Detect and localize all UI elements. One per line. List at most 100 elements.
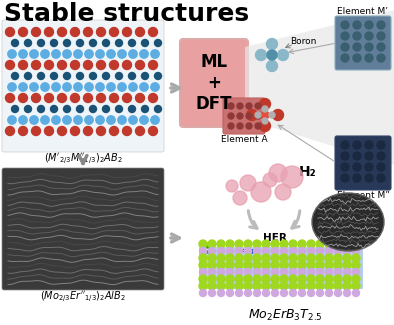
Circle shape: [236, 290, 242, 296]
Circle shape: [107, 83, 115, 91]
Circle shape: [353, 174, 361, 182]
Circle shape: [280, 282, 288, 290]
Circle shape: [271, 248, 279, 254]
Circle shape: [271, 261, 279, 269]
Circle shape: [263, 173, 277, 187]
Circle shape: [271, 275, 279, 283]
Circle shape: [353, 43, 361, 51]
Circle shape: [24, 106, 32, 112]
Circle shape: [227, 248, 234, 254]
Circle shape: [255, 103, 261, 109]
Text: F: F: [229, 249, 233, 255]
FancyBboxPatch shape: [199, 247, 363, 289]
Circle shape: [217, 261, 225, 269]
Circle shape: [226, 254, 234, 262]
Circle shape: [244, 282, 252, 290]
Circle shape: [32, 60, 41, 70]
Circle shape: [199, 290, 206, 296]
Circle shape: [30, 83, 38, 91]
Circle shape: [262, 254, 270, 262]
FancyBboxPatch shape: [2, 168, 164, 290]
Circle shape: [50, 106, 58, 112]
Circle shape: [353, 163, 361, 171]
Polygon shape: [245, 10, 394, 165]
Circle shape: [110, 126, 119, 136]
Circle shape: [353, 21, 361, 29]
FancyBboxPatch shape: [223, 98, 265, 134]
Circle shape: [217, 254, 225, 262]
Circle shape: [6, 126, 15, 136]
Circle shape: [208, 268, 216, 276]
Circle shape: [6, 94, 15, 102]
Circle shape: [118, 116, 126, 124]
Circle shape: [136, 126, 145, 136]
Circle shape: [74, 83, 82, 91]
Circle shape: [123, 126, 132, 136]
Circle shape: [275, 184, 291, 200]
Circle shape: [262, 106, 268, 112]
Circle shape: [352, 261, 360, 269]
Circle shape: [136, 94, 145, 102]
Circle shape: [262, 118, 268, 124]
Circle shape: [307, 240, 315, 248]
Circle shape: [141, 72, 149, 80]
Circle shape: [41, 50, 49, 58]
Circle shape: [199, 261, 207, 269]
Circle shape: [6, 60, 15, 70]
Text: Cl: Cl: [204, 243, 212, 253]
Circle shape: [269, 164, 287, 182]
Circle shape: [253, 261, 261, 269]
Circle shape: [45, 126, 54, 136]
Circle shape: [84, 126, 93, 136]
Circle shape: [244, 240, 252, 248]
Circle shape: [316, 261, 324, 269]
Circle shape: [266, 60, 277, 72]
Circle shape: [136, 60, 145, 70]
FancyBboxPatch shape: [335, 16, 391, 70]
Circle shape: [253, 248, 260, 254]
Circle shape: [262, 261, 270, 269]
Circle shape: [110, 94, 119, 102]
Text: Boron: Boron: [290, 36, 316, 46]
Circle shape: [129, 83, 137, 91]
Circle shape: [280, 261, 288, 269]
Circle shape: [97, 28, 106, 36]
Circle shape: [107, 116, 115, 124]
Circle shape: [19, 28, 28, 36]
Circle shape: [154, 40, 162, 46]
Circle shape: [217, 290, 225, 296]
Circle shape: [151, 116, 159, 124]
Circle shape: [11, 40, 19, 46]
Circle shape: [217, 275, 225, 283]
Circle shape: [76, 106, 84, 112]
Circle shape: [299, 248, 305, 254]
Circle shape: [290, 268, 297, 276]
Circle shape: [299, 268, 305, 276]
Circle shape: [253, 240, 261, 248]
Circle shape: [76, 72, 84, 80]
Circle shape: [19, 83, 27, 91]
Circle shape: [89, 40, 97, 46]
Circle shape: [262, 275, 270, 283]
Circle shape: [141, 40, 149, 46]
Circle shape: [11, 106, 19, 112]
Text: H₂: H₂: [299, 165, 317, 179]
Circle shape: [240, 175, 256, 191]
Circle shape: [74, 50, 82, 58]
Circle shape: [289, 254, 297, 262]
Circle shape: [199, 275, 207, 283]
Circle shape: [71, 126, 80, 136]
Circle shape: [110, 60, 119, 70]
Circle shape: [377, 174, 385, 182]
Text: F: F: [217, 249, 222, 255]
Circle shape: [353, 54, 361, 62]
Circle shape: [281, 248, 288, 254]
Circle shape: [307, 261, 315, 269]
Circle shape: [149, 94, 158, 102]
Circle shape: [226, 240, 234, 248]
Circle shape: [151, 83, 159, 91]
Circle shape: [244, 254, 252, 262]
Circle shape: [290, 290, 297, 296]
Circle shape: [140, 50, 148, 58]
Circle shape: [63, 40, 71, 46]
